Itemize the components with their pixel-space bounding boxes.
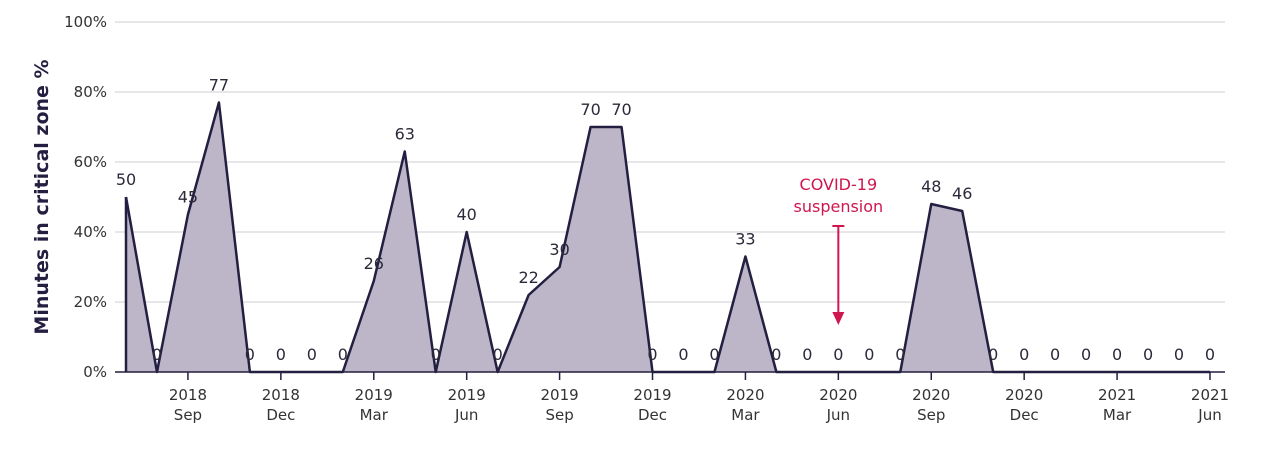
data-label: 70 (580, 100, 600, 119)
x-tick-label: 2019 Jun (448, 386, 486, 424)
y-tick-label: 60% (74, 153, 107, 171)
x-tick-label: 2019 Sep (541, 386, 579, 424)
x-tick-label: 2020 Mar (726, 386, 764, 424)
annotation-text: suspension (794, 197, 884, 216)
data-label: 22 (518, 268, 538, 287)
data-label: 0 (431, 345, 441, 364)
y-axis-label: Minutes in critical zone % (31, 59, 53, 334)
data-label: 0 (988, 345, 998, 364)
data-label: 0 (1050, 345, 1060, 364)
y-tick-label: 100% (64, 13, 107, 31)
data-label: 0 (1174, 345, 1184, 364)
data-label: 77 (209, 76, 229, 95)
y-tick-label: 0% (83, 363, 107, 381)
data-label: 0 (1205, 345, 1215, 364)
data-label: 0 (864, 345, 874, 364)
x-tick-label: 2021 Mar (1098, 386, 1136, 424)
y-tick-label: 40% (74, 223, 107, 241)
x-tick-label: 2018 Sep (169, 386, 207, 424)
x-tick-label: 2020 Sep (912, 386, 950, 424)
x-tick-label: 2021 Jun (1191, 386, 1229, 424)
data-label: 0 (678, 345, 688, 364)
data-label: 45 (178, 188, 198, 207)
x-tick-label: 2020 Dec (1005, 386, 1043, 424)
data-label: 0 (709, 345, 719, 364)
x-tick-label: 2019 Dec (633, 386, 671, 424)
data-label: 0 (338, 345, 348, 364)
area-fill (126, 102, 1210, 372)
data-label: 70 (611, 100, 631, 119)
data-label: 63 (395, 125, 415, 144)
data-label: 0 (152, 345, 162, 364)
data-label: 0 (802, 345, 812, 364)
data-label: 33 (735, 230, 755, 249)
data-label: 40 (457, 205, 477, 224)
data-label: 0 (245, 345, 255, 364)
data-label: 0 (1143, 345, 1153, 364)
data-label: 0 (307, 345, 317, 364)
data-label: 48 (921, 177, 941, 196)
annotation-arrowhead (832, 312, 845, 325)
data-label: 0 (771, 345, 781, 364)
data-label: 0 (1112, 345, 1122, 364)
data-label: 0 (1019, 345, 1029, 364)
data-label: 0 (833, 345, 843, 364)
y-tick-label: 20% (74, 293, 107, 311)
data-label: 0 (493, 345, 503, 364)
data-label: 0 (1081, 345, 1091, 364)
data-label: 0 (276, 345, 286, 364)
y-tick-label: 80% (74, 83, 107, 101)
data-label: 0 (895, 345, 905, 364)
line (124, 101, 1210, 374)
x-tick-label: 2019 Mar (355, 386, 393, 424)
data-label: 30 (549, 240, 569, 259)
data-label: 46 (952, 184, 972, 203)
annotation-text: COVID-19 (800, 175, 878, 194)
data-label: 0 (647, 345, 657, 364)
x-tick-label: 2020 Jun (819, 386, 857, 424)
x-tick-label: 2018 Dec (262, 386, 300, 424)
data-label: 50 (116, 170, 136, 189)
data-label: 26 (364, 254, 384, 273)
